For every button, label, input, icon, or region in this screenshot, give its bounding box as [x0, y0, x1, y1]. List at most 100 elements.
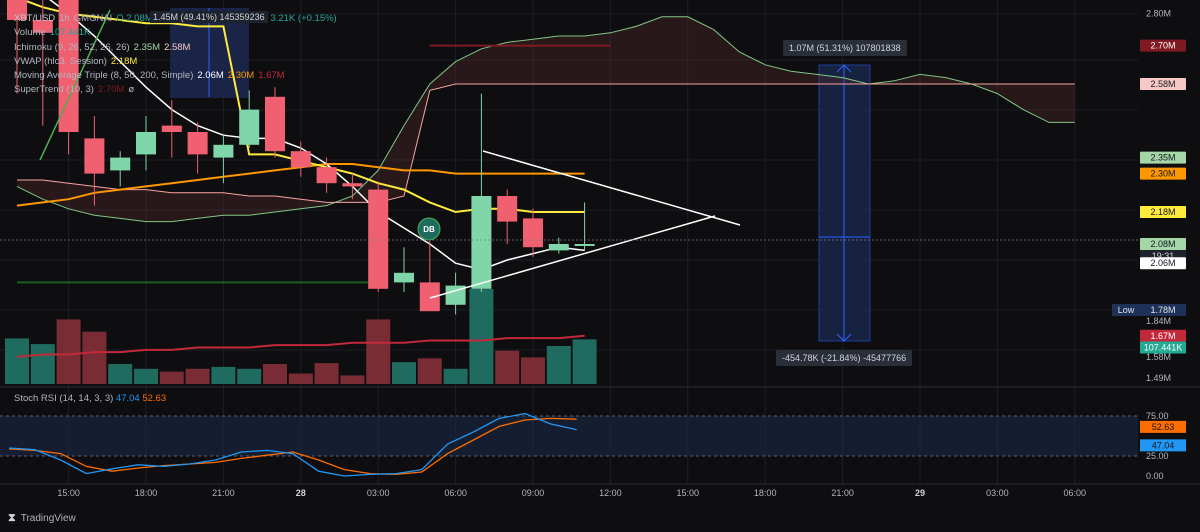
stoch-label-text-1: 47.04: [1152, 440, 1175, 450]
candle-8: [213, 135, 234, 184]
x-tick-5: 06:00: [444, 488, 467, 498]
measure-mini-label: 1.45M (49.41%) 145359236: [150, 11, 268, 23]
price-label-8: 1.78M Low: [1112, 304, 1186, 317]
candle-12: [316, 157, 337, 193]
candle-3: [84, 116, 105, 206]
x-tick-11: 29: [915, 488, 925, 498]
candle-19: [497, 189, 518, 244]
candle-body-1: [32, 20, 53, 33]
measure-up-label: 1.07M (51.31%) 107801838: [783, 40, 907, 56]
price-label-bg-1: [1140, 39, 1186, 52]
ichimoku-span-a: [16, 16, 1075, 223]
supertrend-row[interactable]: SuperTrend (10, 3) 2.70M ø: [14, 83, 341, 97]
ichimoku-value-1: 2.35M: [133, 41, 161, 53]
ichimoku-value-2: 2.58M: [164, 41, 191, 53]
volume-bar-20: [521, 357, 545, 384]
volume-bar-11: [288, 373, 313, 384]
price-label-text-3: 2.35M: [1150, 153, 1175, 163]
supertrend-extra: ø: [128, 84, 135, 96]
candle-body-20: [523, 218, 543, 248]
trend-line-green: [39, 9, 111, 161]
volume-bar-3: [82, 331, 107, 384]
triangle-lower: [429, 215, 716, 299]
price-label-bg-6: [1140, 238, 1186, 250]
candle-9: [239, 90, 260, 148]
candle-1: [32, 0, 53, 126]
stoch-rsi-legend[interactable]: Stoch RSI (14, 14, 3, 3) 47.04 52.63: [14, 393, 166, 404]
candle-2: [58, 0, 79, 155]
ichimoku-label: Ichimoku (9, 26, 52, 26, 26): [14, 41, 130, 53]
measure-down-label: -454.78K (-21.84%) -45477766: [776, 350, 913, 366]
x-tick-9: 18:00: [754, 488, 777, 498]
volume-bar-17: [443, 368, 468, 384]
price-label-4: 2.30M: [1140, 167, 1186, 180]
x-tick-4: 03:00: [367, 488, 390, 498]
x-tick-13: 06:00: [1064, 488, 1087, 498]
candle-body-22: [574, 244, 595, 246]
price-label-bg-3: [1140, 151, 1186, 164]
vwap-label: VWAP (hlc3, Session): [14, 55, 107, 67]
price-label-text-9: 1.67M: [1150, 331, 1175, 341]
price-label-text-1: 2.70M: [1150, 41, 1175, 51]
volume-bar-2: [56, 319, 81, 384]
x-tick-6: 09:00: [522, 488, 545, 498]
candle-21: [548, 237, 569, 254]
volume-bar-10: [263, 364, 287, 384]
volume-bar-6: [159, 371, 184, 384]
price-label-5: 2.18M: [1140, 206, 1186, 218]
price-label-prefix-8: Low: [1118, 305, 1135, 315]
candle-4: [110, 151, 131, 187]
candle-14: [368, 183, 389, 292]
candle-body-2: [58, 0, 79, 132]
stoch-y-tick-1: 25.00: [1146, 451, 1169, 461]
x-tick-1: 18:00: [135, 488, 158, 498]
price-label-10: 107.441K: [1140, 341, 1186, 354]
price-label-prefix-bg-8: [1112, 304, 1140, 317]
volume-bar-7: [185, 368, 210, 384]
stoch-label-text-0: 52.63: [1152, 422, 1175, 432]
candle-body-21: [548, 244, 569, 251]
price-label-text-6: 2.08M: [1150, 239, 1175, 249]
ichimoku-cloud: [17, 16, 1075, 222]
footer[interactable]: ⧗ TradingView: [8, 512, 76, 525]
candle-6: [161, 100, 182, 158]
price-label-7: 2.06M: [1140, 257, 1186, 270]
candle-body-5: [136, 132, 156, 155]
vwap-value: 2.18M: [110, 55, 138, 67]
x-tick-0: 15:00: [57, 488, 80, 498]
price-label-bg-4: [1140, 167, 1186, 180]
candle-body-6: [161, 125, 182, 132]
ichimoku-row[interactable]: Ichimoku (9, 26, 52, 26, 26) 2.35M 2.58M: [14, 41, 341, 55]
price-label-text-10: 107.441K: [1144, 342, 1183, 352]
y-tick-4: 1.58M: [1146, 352, 1171, 362]
x-tick-10: 21:00: [831, 488, 854, 498]
candle-16: [419, 240, 440, 312]
ma-label: Moving Average Triple (8, 50, 200, Simpl…: [14, 70, 194, 82]
volume-bar-15: [392, 362, 416, 384]
y-tick-3: 1.84M: [1146, 316, 1171, 326]
candle-7: [187, 122, 208, 174]
candle-10: [265, 87, 285, 158]
timeframe[interactable]: 1h: [59, 13, 70, 24]
candle-body-3: [84, 138, 105, 174]
ma-value-3: 1.67M: [258, 70, 285, 82]
price-label-6: 2.08M 19:31: [1140, 238, 1186, 261]
candle-body-16: [419, 282, 440, 312]
ma200-line: [16, 334, 585, 358]
volume-bar-5: [134, 368, 158, 384]
candle-body-8: [213, 144, 234, 158]
supertrend-label: SuperTrend (10, 3): [14, 84, 94, 96]
volume-bar-16: [417, 358, 442, 384]
vwap-row[interactable]: VWAP (hlc3, Session) 2.18M: [14, 55, 341, 69]
candle-body-17: [445, 285, 466, 305]
volume-bar-14: [366, 319, 391, 384]
db-marker-text: DB: [423, 225, 435, 234]
candle-13: [342, 173, 363, 200]
y-tick-2: 2.80M: [1146, 9, 1171, 19]
volume-row[interactable]: Volume 107.441K: [14, 26, 341, 40]
symbol[interactable]: XBT/USD: [14, 13, 56, 24]
ma-row[interactable]: Moving Average Triple (8, 50, 200, Simpl…: [14, 69, 341, 83]
volume-bar-18: [469, 289, 494, 384]
